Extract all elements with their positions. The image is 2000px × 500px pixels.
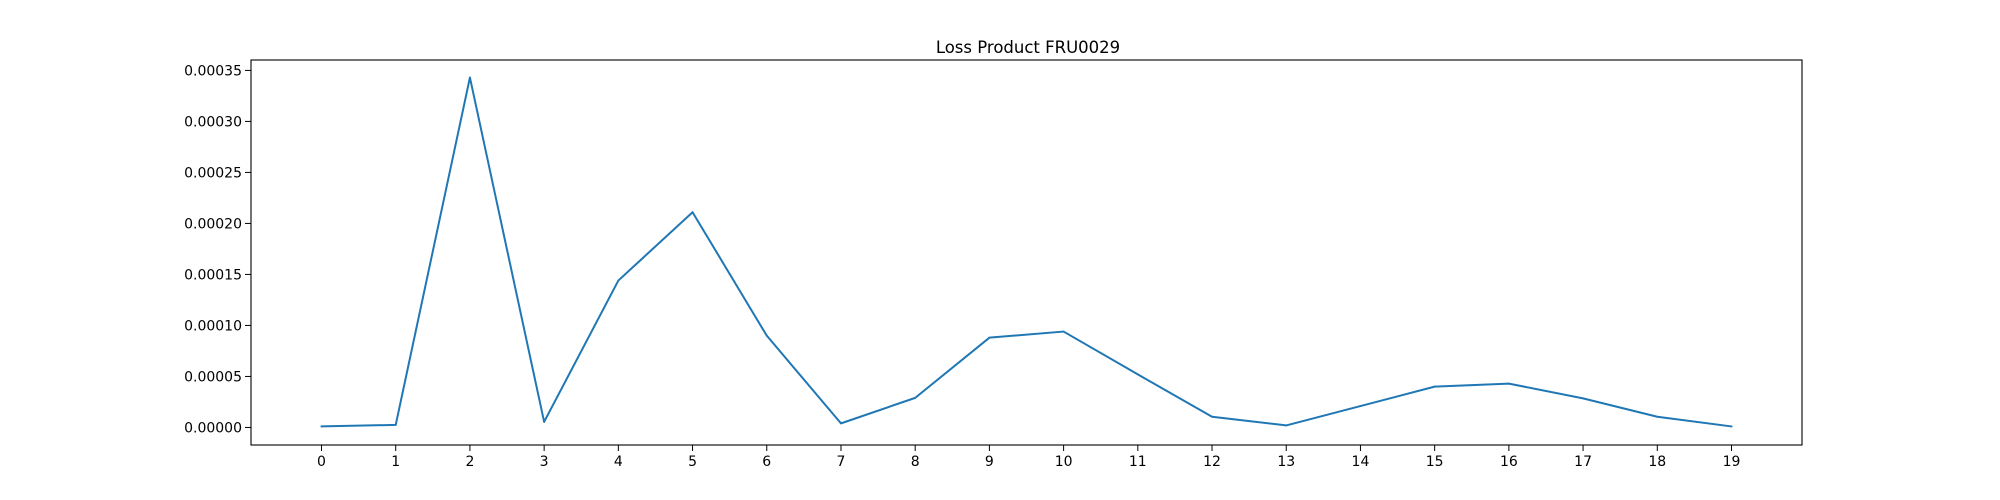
data-point — [1136, 373, 1139, 376]
y-tick-label: 0.00010 — [184, 318, 242, 334]
x-tick-label: 16 — [1500, 454, 1518, 470]
data-point — [1211, 415, 1213, 418]
x-tick-label: 3 — [540, 454, 549, 470]
series-layer — [320, 76, 1733, 428]
data-point — [840, 422, 842, 425]
data-point — [320, 425, 323, 428]
x-tick-label: 10 — [1055, 454, 1073, 470]
x-tick-label: 11 — [1129, 454, 1147, 470]
data-point — [394, 424, 397, 426]
x-tick-label: 13 — [1277, 454, 1295, 470]
y-tick-label: 0.00025 — [184, 165, 242, 181]
x-tick-label: 12 — [1203, 454, 1221, 470]
y-tick-label: 0.00030 — [184, 114, 242, 130]
x-tick-label: 18 — [1648, 454, 1666, 470]
x-axis: 0 1 2 3 4 5 6 7 8 9 10 11 12 13 14 15 16 17 18 19 — [317, 445, 1740, 470]
data-point — [1062, 330, 1065, 333]
y-tick-label: 0.00020 — [184, 216, 242, 232]
data-point — [1285, 424, 1288, 427]
x-tick-label: 6 — [762, 454, 771, 470]
data-point — [1582, 397, 1584, 400]
data-point — [543, 420, 546, 423]
x-tick-label: 4 — [614, 454, 623, 470]
data-point — [617, 279, 620, 282]
series-line — [320, 76, 1733, 428]
data-point — [1730, 425, 1733, 428]
x-tick-label: 9 — [985, 454, 994, 470]
data-point — [988, 336, 991, 339]
data-point — [914, 396, 917, 399]
x-tick-label: 14 — [1352, 454, 1370, 470]
data-point — [691, 211, 694, 214]
x-tick-label: 5 — [688, 454, 697, 470]
data-point — [1656, 415, 1659, 418]
y-tick-label: 0.00015 — [184, 267, 242, 283]
data-point — [469, 76, 471, 79]
data-point — [1433, 385, 1436, 388]
y-tick-label: 0.00005 — [184, 369, 242, 385]
x-tick-label: 2 — [465, 454, 474, 470]
chart-title: Loss Product FRU0029 — [936, 38, 1120, 57]
y-axis: 0.00000 0.00005 0.00010 0.00015 0.00020 0.000… — [184, 63, 251, 436]
x-tick-label: 1 — [391, 454, 400, 470]
x-tick-label: 7 — [837, 454, 846, 470]
y-tick-label: 0.00035 — [184, 63, 242, 79]
x-tick-label: 15 — [1426, 454, 1444, 470]
x-tick-label: 0 — [317, 454, 326, 470]
x-tick-label: 17 — [1574, 454, 1592, 470]
data-point — [1507, 382, 1510, 385]
y-tick-label: 0.00000 — [184, 420, 242, 436]
data-point — [765, 334, 768, 337]
plot-frame — [250, 59, 1803, 446]
x-tick-label: 19 — [1723, 454, 1741, 470]
x-tick-label: 8 — [911, 454, 920, 470]
data-point — [1359, 405, 1362, 407]
